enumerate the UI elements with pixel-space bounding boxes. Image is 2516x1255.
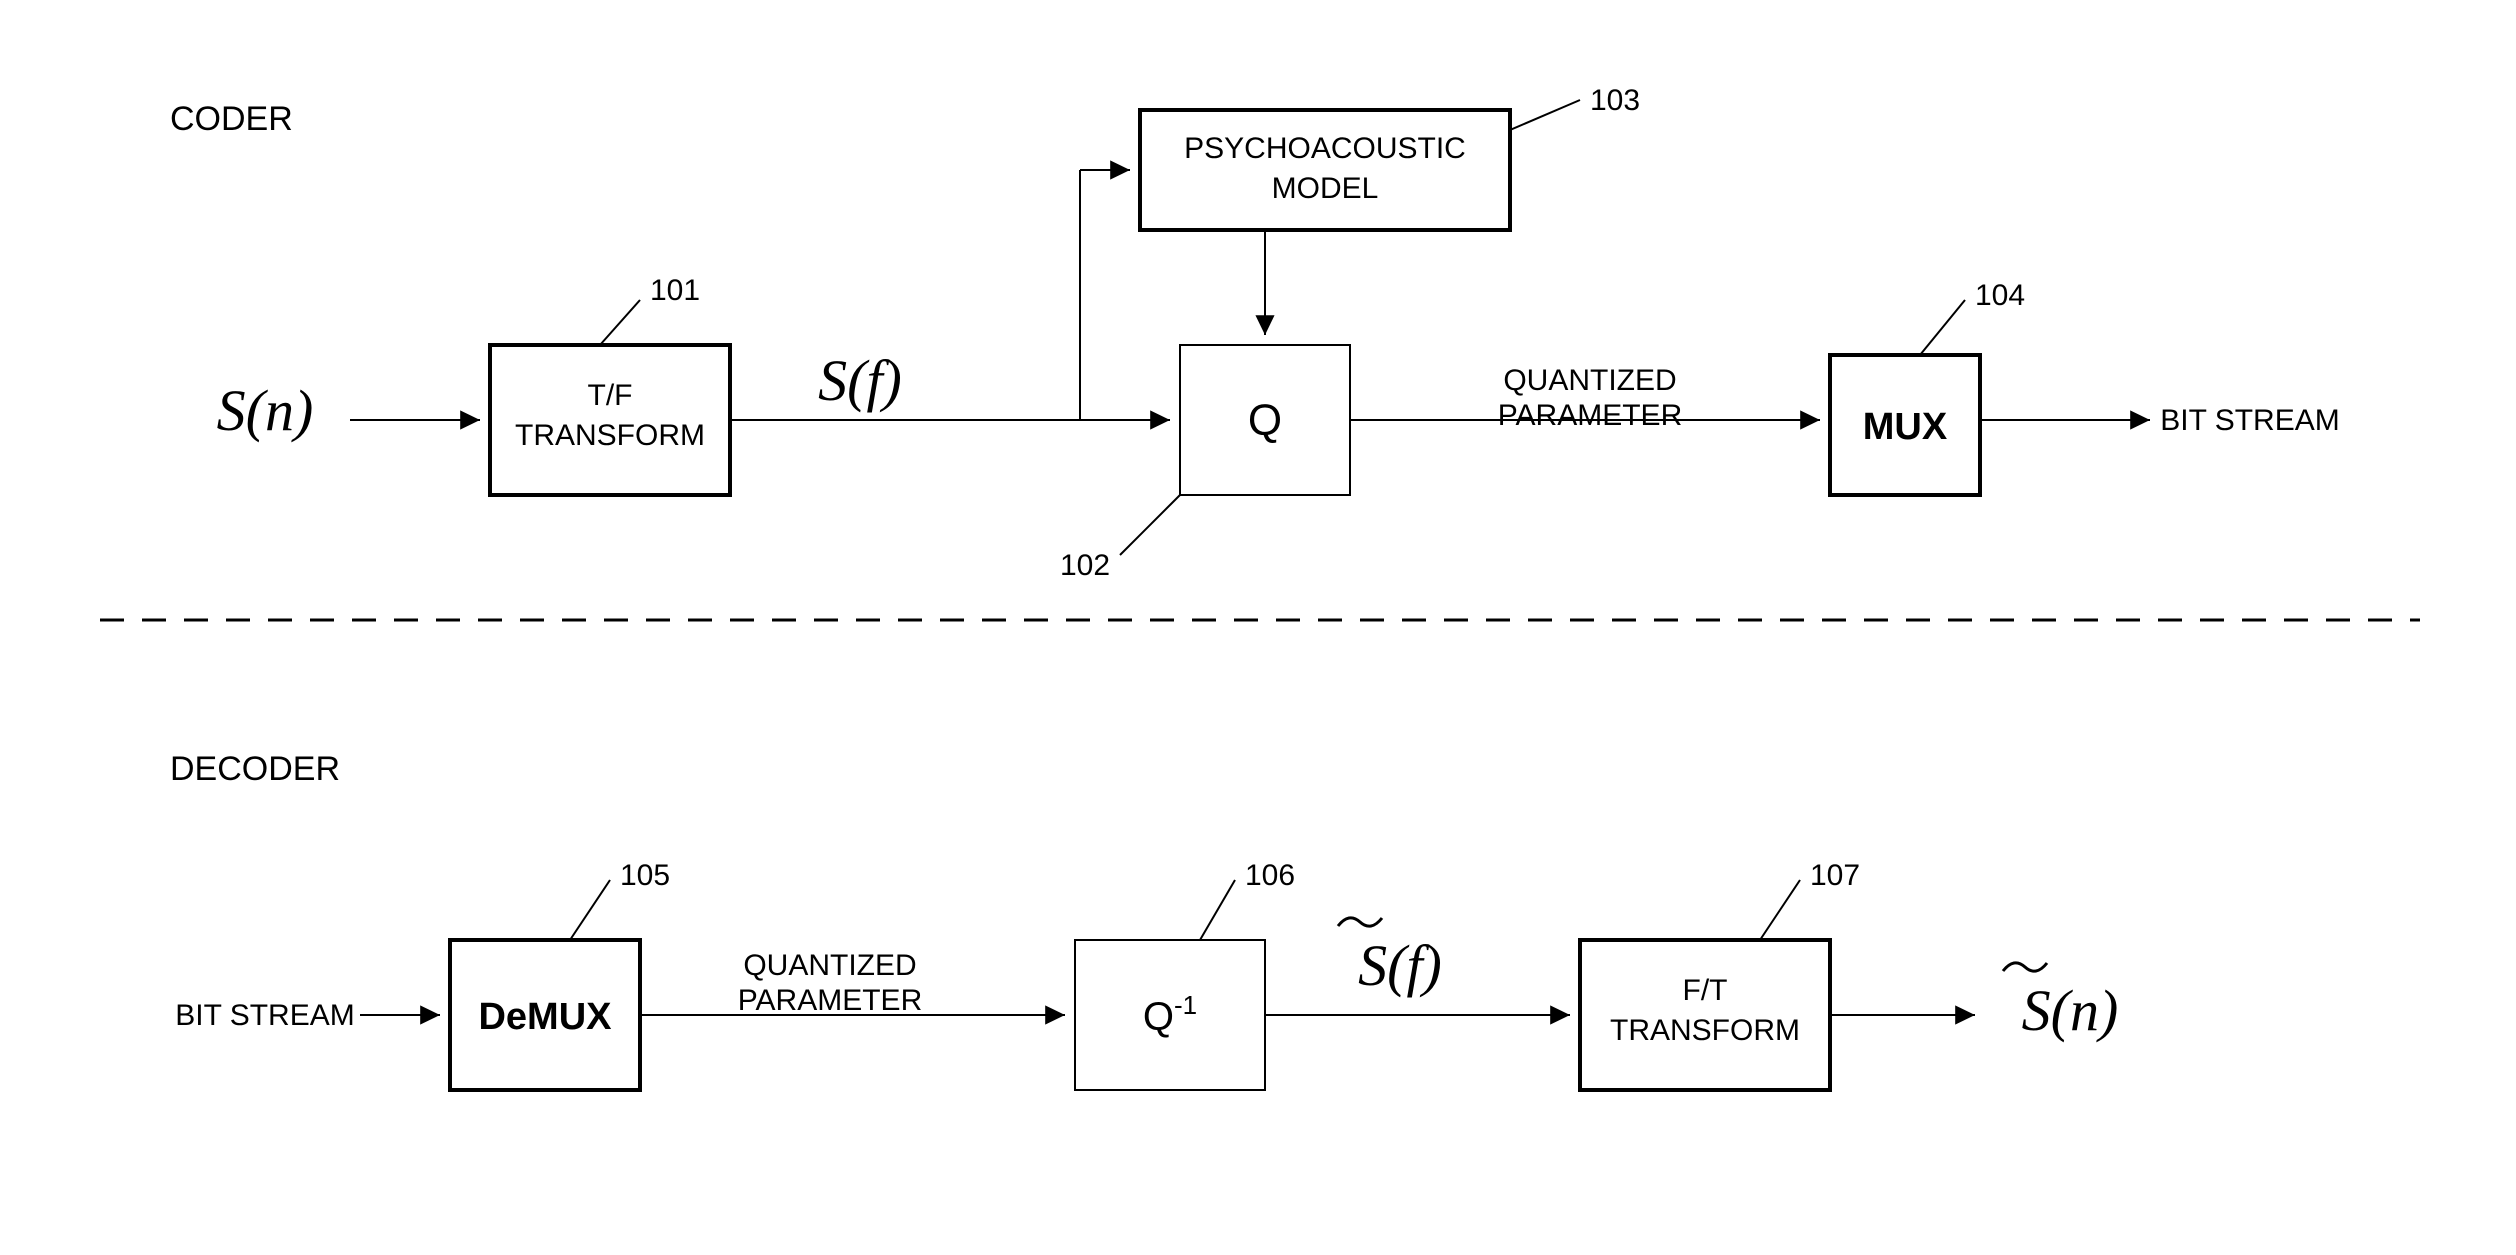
svg-text:106: 106: [1245, 859, 1295, 892]
svg-text:F/T: F/T: [1683, 974, 1728, 1007]
svg-text:QUANTIZED: QUANTIZED: [1503, 364, 1676, 397]
svg-text:105: 105: [620, 859, 670, 892]
svg-text:DECODER: DECODER: [170, 750, 340, 788]
svg-text:PARAMETER: PARAMETER: [738, 984, 922, 1017]
svg-text:PSYCHOACOUSTIC: PSYCHOACOUSTIC: [1184, 132, 1466, 165]
svg-text:S(f): S(f): [1358, 933, 1442, 998]
svg-text:BIT STREAM: BIT STREAM: [175, 999, 354, 1032]
svg-text:T/F: T/F: [588, 379, 633, 412]
svg-text:QUANTIZED: QUANTIZED: [743, 949, 916, 982]
svg-text:107: 107: [1810, 859, 1860, 892]
svg-text:TRANSFORM: TRANSFORM: [1610, 1014, 1800, 1047]
svg-text:104: 104: [1975, 279, 2025, 312]
svg-text:S(n): S(n): [2022, 978, 2119, 1043]
svg-text:103: 103: [1590, 84, 1640, 117]
svg-text:BIT STREAM: BIT STREAM: [2160, 404, 2339, 437]
svg-text:DeMUX: DeMUX: [478, 996, 612, 1038]
svg-text:MUX: MUX: [1863, 406, 1948, 448]
svg-text:CODER: CODER: [170, 100, 293, 138]
svg-text:TRANSFORM: TRANSFORM: [515, 419, 705, 452]
svg-text:PARAMETER: PARAMETER: [1498, 399, 1682, 432]
svg-text:S(n): S(n): [217, 378, 314, 443]
svg-text:102: 102: [1060, 549, 1110, 582]
svg-text:Q: Q: [1248, 396, 1282, 445]
svg-text:S(f): S(f): [818, 348, 902, 413]
svg-text:Q-1: Q-1: [1143, 990, 1197, 1039]
svg-text:101: 101: [650, 274, 700, 307]
svg-text:MODEL: MODEL: [1272, 172, 1379, 205]
